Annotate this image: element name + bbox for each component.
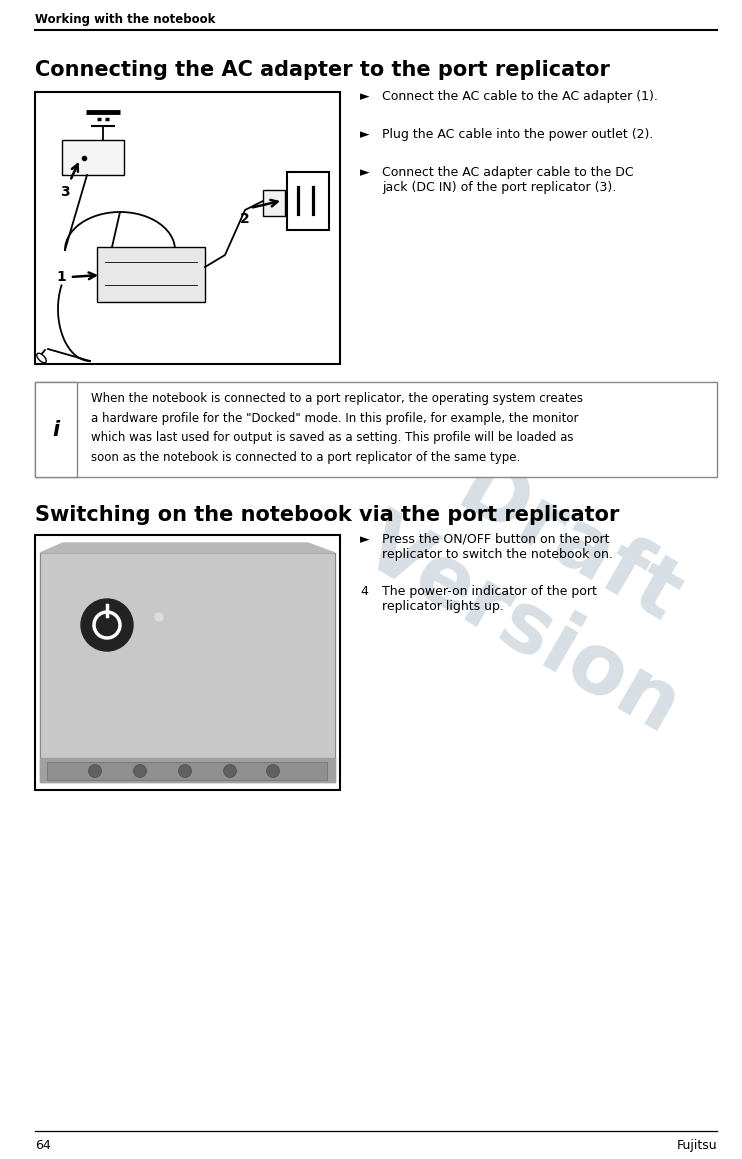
Text: Working with the notebook: Working with the notebook <box>35 13 215 25</box>
Bar <box>35 382 717 478</box>
Text: 1: 1 <box>56 270 66 284</box>
Circle shape <box>81 599 133 651</box>
Text: a hardware profile for the "Docked" mode. In this profile, for example, the moni: a hardware profile for the "Docked" mode… <box>91 411 579 424</box>
Text: soon as the notebook is connected to a port replicator of the same type.: soon as the notebook is connected to a p… <box>91 451 520 464</box>
Text: i: i <box>53 420 59 439</box>
Text: ►: ► <box>360 90 370 103</box>
Text: 64: 64 <box>35 1139 50 1152</box>
Bar <box>263 190 285 216</box>
Bar <box>47 761 327 780</box>
Circle shape <box>266 765 280 778</box>
Ellipse shape <box>37 353 46 363</box>
Polygon shape <box>40 758 335 782</box>
Text: Switching on the notebook via the port replicator: Switching on the notebook via the port r… <box>35 505 620 525</box>
Bar <box>35 535 340 790</box>
Text: The power-on indicator of the port
replicator lights up.: The power-on indicator of the port repli… <box>382 585 597 613</box>
Text: When the notebook is connected to a port replicator, the operating system create: When the notebook is connected to a port… <box>91 392 583 404</box>
Text: Draft
Version: Draft Version <box>349 422 742 749</box>
Text: Connecting the AC adapter to the port replicator: Connecting the AC adapter to the port re… <box>35 60 610 80</box>
Text: ►: ► <box>360 127 370 141</box>
Polygon shape <box>40 544 335 553</box>
Text: ►: ► <box>360 166 370 178</box>
Text: Connect the AC adapter cable to the DC
jack (DC IN) of the port replicator (3).: Connect the AC adapter cable to the DC j… <box>382 166 634 194</box>
Circle shape <box>88 765 102 778</box>
Text: which was last used for output is saved as a setting. This profile will be loade: which was last used for output is saved … <box>91 431 574 444</box>
Text: Press the ON/OFF button on the port
replicator to switch the notebook on.: Press the ON/OFF button on the port repl… <box>382 533 613 561</box>
Text: ►: ► <box>360 533 370 546</box>
Text: 2: 2 <box>240 212 250 226</box>
Polygon shape <box>40 553 335 782</box>
Circle shape <box>134 765 146 778</box>
Circle shape <box>155 613 163 621</box>
Text: 3: 3 <box>60 185 70 199</box>
Bar <box>62 140 124 175</box>
Circle shape <box>223 765 237 778</box>
Text: Plug the AC cable into the power outlet (2).: Plug the AC cable into the power outlet … <box>382 127 654 141</box>
Text: Fujitsu: Fujitsu <box>677 1139 717 1152</box>
Text: Connect the AC cable to the AC adapter (1).: Connect the AC cable to the AC adapter (… <box>382 90 658 103</box>
Bar <box>97 247 205 302</box>
Bar <box>35 92 340 364</box>
Bar <box>35 382 77 478</box>
Text: 4: 4 <box>360 585 368 598</box>
Bar <box>287 172 329 229</box>
Circle shape <box>179 765 191 778</box>
